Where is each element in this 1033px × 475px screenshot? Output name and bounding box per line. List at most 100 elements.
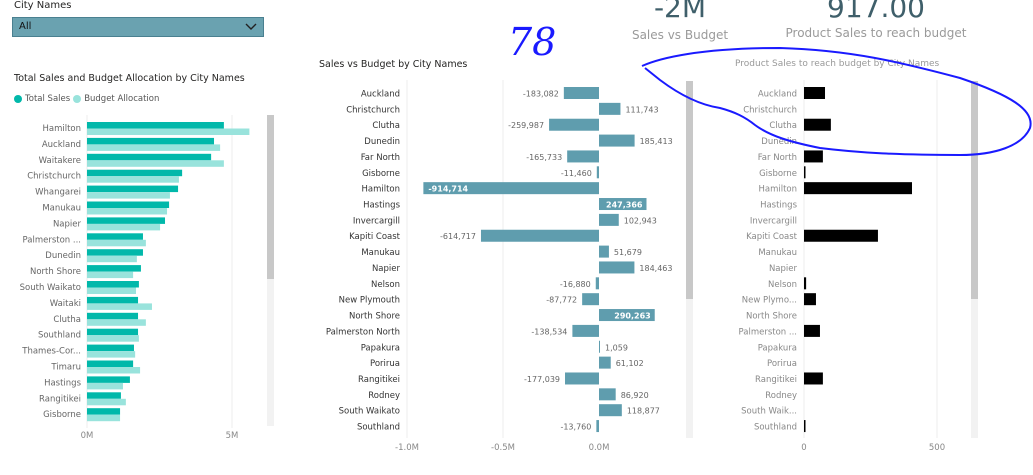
category-label: Clutha bbox=[769, 121, 797, 131]
bar-total-sales bbox=[87, 392, 121, 399]
category-label: Nelson bbox=[768, 280, 797, 290]
bar-total-sales bbox=[87, 153, 212, 161]
bar-budget-allocation bbox=[87, 319, 146, 326]
category-label: Clutha bbox=[53, 315, 81, 325]
legend-dot-total-sales bbox=[14, 95, 22, 103]
category-label: Napier bbox=[372, 264, 401, 274]
category-label: Rangitikei bbox=[358, 375, 400, 385]
kpi-sales-vs-budget-label: Sales vs Budget bbox=[631, 28, 729, 42]
category-label: Southland bbox=[754, 423, 797, 433]
category-label: Auckland bbox=[361, 90, 400, 100]
category-label: South Waik... bbox=[741, 407, 797, 417]
bar-total-sales bbox=[87, 137, 215, 145]
bar-total-sales bbox=[87, 265, 141, 272]
bar-product-sales bbox=[804, 420, 806, 433]
category-label: Hastings bbox=[760, 201, 798, 211]
data-label: -177,039 bbox=[524, 375, 560, 384]
data-label: 184,463 bbox=[639, 264, 672, 273]
x-tick-label: 0.0M bbox=[589, 443, 610, 453]
category-label: North Shore bbox=[30, 267, 81, 277]
category-label: South Waikato bbox=[20, 283, 81, 293]
data-label: -914,714 bbox=[428, 185, 468, 194]
category-label: Gisborne bbox=[362, 169, 400, 179]
data-label: 51,679 bbox=[614, 248, 642, 257]
bar-total-sales bbox=[87, 312, 139, 320]
category-label: Timaru bbox=[50, 363, 81, 373]
kpi-sales-vs-budget-value: -2M bbox=[653, 0, 707, 24]
category-label: Invercargill bbox=[353, 216, 400, 226]
category-label: New Plymouth bbox=[339, 296, 400, 306]
bar-variance bbox=[563, 87, 599, 99]
bar-total-sales bbox=[87, 201, 170, 208]
bar-budget-allocation bbox=[87, 303, 152, 310]
bar-variance bbox=[599, 261, 635, 274]
city-names-dropdown[interactable]: All bbox=[12, 17, 264, 37]
bar-product-sales bbox=[804, 324, 820, 337]
handwritten-annotation: 78 bbox=[508, 20, 557, 64]
bar-total-sales bbox=[87, 296, 139, 304]
bar-total-sales bbox=[87, 344, 134, 352]
bar-total-sales bbox=[87, 360, 134, 367]
bar-variance bbox=[599, 245, 609, 258]
x-tick-label: 5M bbox=[226, 431, 239, 441]
data-label: -11,460 bbox=[561, 169, 592, 178]
kpi-product-sales-value: 917.00 bbox=[827, 0, 925, 24]
legend-budget-allocation[interactable]: Budget Allocation bbox=[84, 94, 160, 104]
bar-variance bbox=[567, 150, 599, 163]
data-label: 185,413 bbox=[640, 137, 673, 146]
bar-product-sales bbox=[804, 87, 826, 99]
bar-variance bbox=[599, 356, 611, 369]
scrollbar-thumb bbox=[971, 81, 978, 299]
bar-budget-allocation bbox=[87, 144, 221, 151]
category-label: Dunedin bbox=[45, 251, 81, 261]
bar-budget-allocation bbox=[87, 192, 170, 199]
category-label: Porirua bbox=[370, 359, 400, 369]
bar-variance bbox=[572, 324, 599, 337]
category-label: New Plymo... bbox=[742, 296, 797, 306]
category-label: Papakura bbox=[758, 343, 797, 353]
bar-product-sales bbox=[804, 277, 807, 290]
category-label: North Shore bbox=[746, 312, 797, 322]
bar-variance bbox=[599, 102, 621, 115]
category-label: Christchurch bbox=[346, 105, 400, 115]
bar-total-sales bbox=[87, 122, 224, 129]
slicer-title: City Names bbox=[14, 0, 72, 11]
bar-total-sales bbox=[87, 249, 143, 256]
bar-variance bbox=[480, 229, 599, 242]
data-label: 247,366 bbox=[606, 201, 643, 210]
category-label: Gisborne bbox=[43, 410, 81, 420]
chevron-down-icon bbox=[245, 23, 257, 30]
chart2-title: Sales vs Budget by City Names bbox=[319, 59, 468, 70]
category-label: Thames-Cor... bbox=[21, 347, 81, 357]
category-label: Kapiti Coast bbox=[746, 232, 798, 242]
x-tick-label: 500 bbox=[929, 443, 945, 453]
data-label: 111,743 bbox=[625, 105, 658, 114]
bar-variance bbox=[599, 198, 647, 211]
category-label: Hamilton bbox=[361, 185, 400, 195]
bar-budget-allocation bbox=[87, 414, 121, 422]
category-label: Palmerston ... bbox=[739, 327, 797, 337]
data-label: -13,760 bbox=[560, 423, 591, 432]
x-tick-label: -0.5M bbox=[491, 443, 515, 453]
chart1-legend: Total Sales Budget Allocation bbox=[14, 94, 159, 104]
category-label: South Waikato bbox=[339, 407, 400, 417]
x-tick-label: -1.0M bbox=[395, 443, 419, 453]
category-label: Christchurch bbox=[743, 105, 797, 115]
bar-product-sales bbox=[804, 372, 823, 385]
category-label: Manukau bbox=[361, 248, 400, 258]
category-label: Clutha bbox=[372, 121, 400, 131]
bar-variance bbox=[599, 134, 635, 147]
kpi-product-sales-label: Product Sales to reach budget bbox=[785, 26, 967, 40]
legend-total-sales[interactable]: Total Sales bbox=[25, 94, 71, 104]
category-label: Rodney bbox=[765, 391, 797, 401]
category-label: Napier bbox=[53, 219, 82, 229]
category-label: Rodney bbox=[368, 391, 400, 401]
data-label: -614,717 bbox=[440, 232, 476, 241]
category-label: Hamilton bbox=[758, 185, 797, 195]
bar-total-sales bbox=[87, 328, 139, 336]
category-label: Auckland bbox=[758, 90, 797, 100]
bar-budget-allocation bbox=[87, 208, 168, 215]
bar-total-sales bbox=[87, 233, 143, 240]
category-label: Manukau bbox=[42, 204, 81, 214]
dropdown-selected-value: All bbox=[19, 21, 32, 32]
